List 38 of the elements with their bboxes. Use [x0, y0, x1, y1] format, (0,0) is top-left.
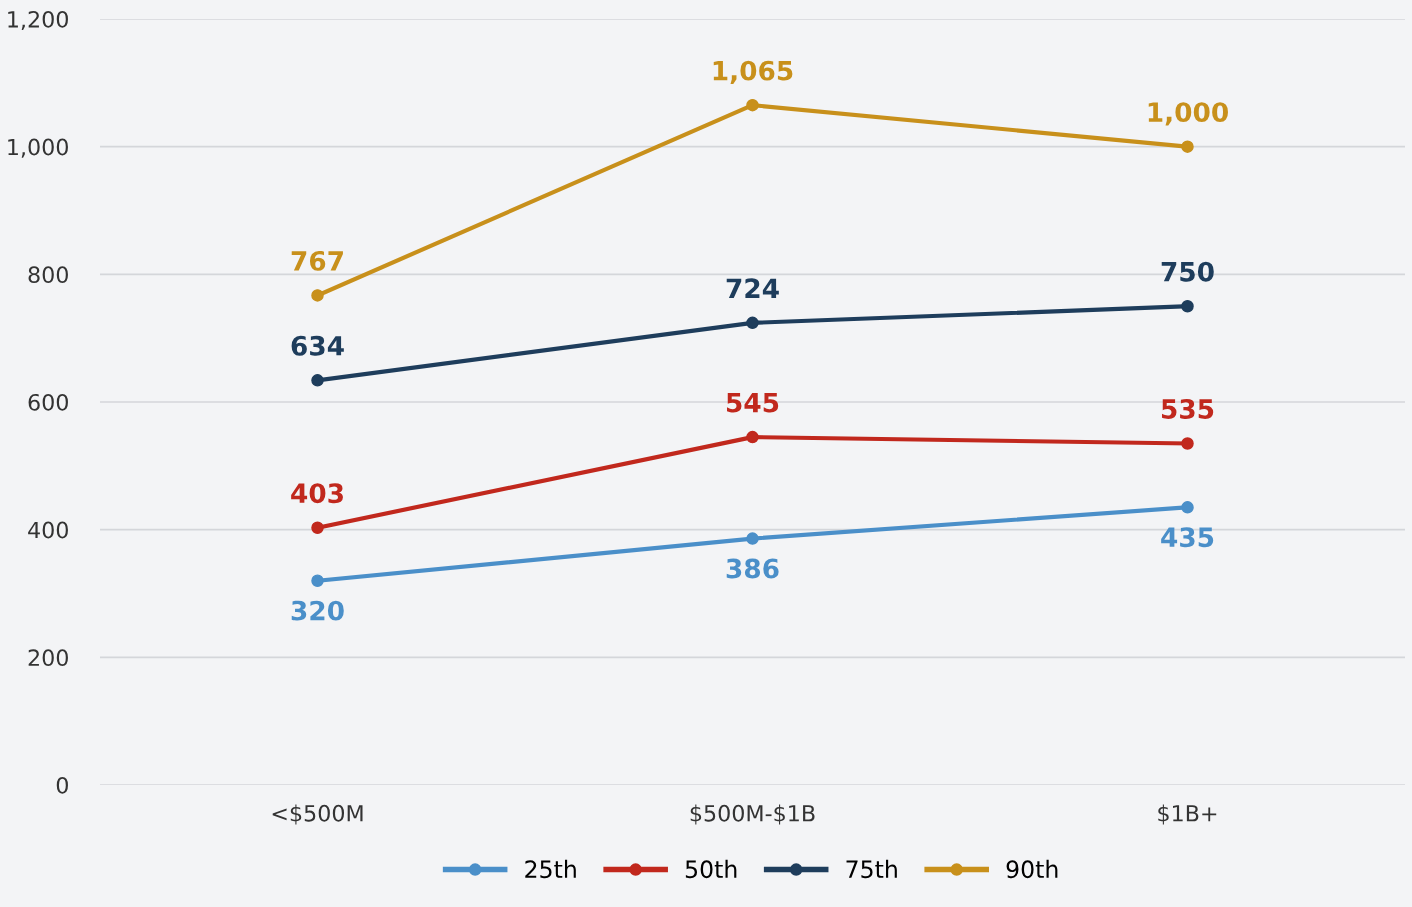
data-label: 535 [1162, 398, 1214, 419]
data-label: 403 [291, 483, 343, 504]
legend-label: 50th [685, 859, 737, 879]
legend-label: 25th [525, 859, 576, 879]
point [746, 98, 759, 112]
data-label: 750 [1161, 261, 1214, 282]
x-tick-label: $1B+ [1158, 804, 1217, 825]
y-tick-label: 800 [28, 266, 68, 284]
data-label: 320 [291, 600, 344, 621]
point [311, 574, 324, 587]
point [1181, 437, 1194, 450]
data-label: 724 [726, 278, 779, 298]
y-tick-label: 0 [56, 776, 68, 794]
y-tick-label: 600 [28, 393, 68, 411]
y-tick-label: 1,000 [8, 138, 68, 158]
legend-label: 75th [846, 859, 897, 879]
legend-label: 90th [1006, 859, 1058, 879]
point [1181, 501, 1194, 514]
point [1181, 299, 1194, 313]
point [746, 430, 759, 444]
x-tick-label: $500M-$1B [690, 804, 815, 825]
point [311, 289, 324, 302]
x-tick-label: <$500M [272, 804, 363, 825]
y-tick-label: 400 [28, 521, 68, 539]
data-label: 634 [291, 335, 344, 356]
point [746, 532, 759, 545]
point [746, 316, 759, 330]
data-label: 1,065 [713, 60, 793, 84]
point [311, 521, 324, 535]
y-tick-label: 200 [28, 649, 68, 667]
point [1181, 140, 1194, 153]
data-label: 545 [727, 392, 779, 413]
data-label: 435 [1161, 527, 1214, 548]
data-label: 386 [726, 558, 779, 579]
point [311, 374, 324, 387]
y-tick-label: 1,200 [8, 10, 68, 31]
data-label: 1,000 [1148, 102, 1228, 126]
data-label: 767 [291, 250, 343, 271]
